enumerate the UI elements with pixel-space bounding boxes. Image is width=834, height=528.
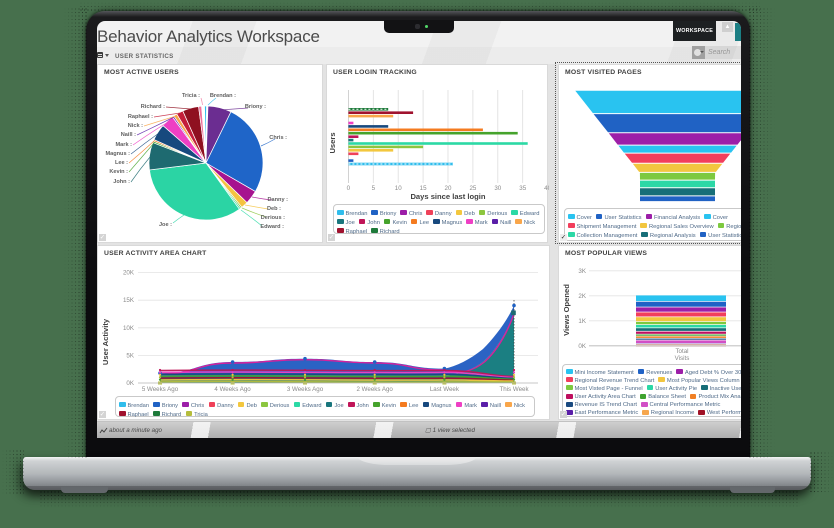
svg-text:20K: 20K [123,270,135,277]
svg-text:2 Weeks Ago: 2 Weeks Ago [357,386,394,393]
svg-text:15: 15 [420,185,427,192]
svg-text:25: 25 [469,185,476,192]
svg-text:5 Weeks Ago: 5 Weeks Ago [142,386,179,393]
svg-text:User Activity: User Activity [101,318,110,365]
svg-text:2K: 2K [578,293,586,300]
svg-text:20: 20 [445,185,452,192]
svg-text:0K: 0K [126,380,134,387]
svg-text:0: 0 [347,185,351,192]
svg-text:10: 10 [395,185,402,192]
svg-text:3K: 3K [578,268,586,275]
svg-text:Users: Users [328,132,337,153]
svg-text:3 Weeks Ago: 3 Weeks Ago [287,386,324,393]
svg-text:Visits: Visits [675,355,690,362]
svg-text:Last Week: Last Week [430,386,460,393]
svg-text:40: 40 [544,185,549,192]
svg-text:35: 35 [519,185,526,192]
svg-text:15K: 15K [123,297,135,304]
svg-text:Views Opened: Views Opened [562,284,571,336]
svg-text:0K: 0K [578,343,586,350]
svg-text:Days since last login: Days since last login [410,192,485,201]
svg-text:5K: 5K [126,352,134,359]
svg-text:1K: 1K [578,318,586,325]
svg-text:30: 30 [494,185,501,192]
svg-text:This Week: This Week [499,386,529,393]
svg-text:5: 5 [372,185,376,192]
svg-text:4 Weeks Ago: 4 Weeks Ago [214,386,251,393]
svg-text:10K: 10K [123,325,135,332]
svg-text:Total: Total [675,348,688,355]
